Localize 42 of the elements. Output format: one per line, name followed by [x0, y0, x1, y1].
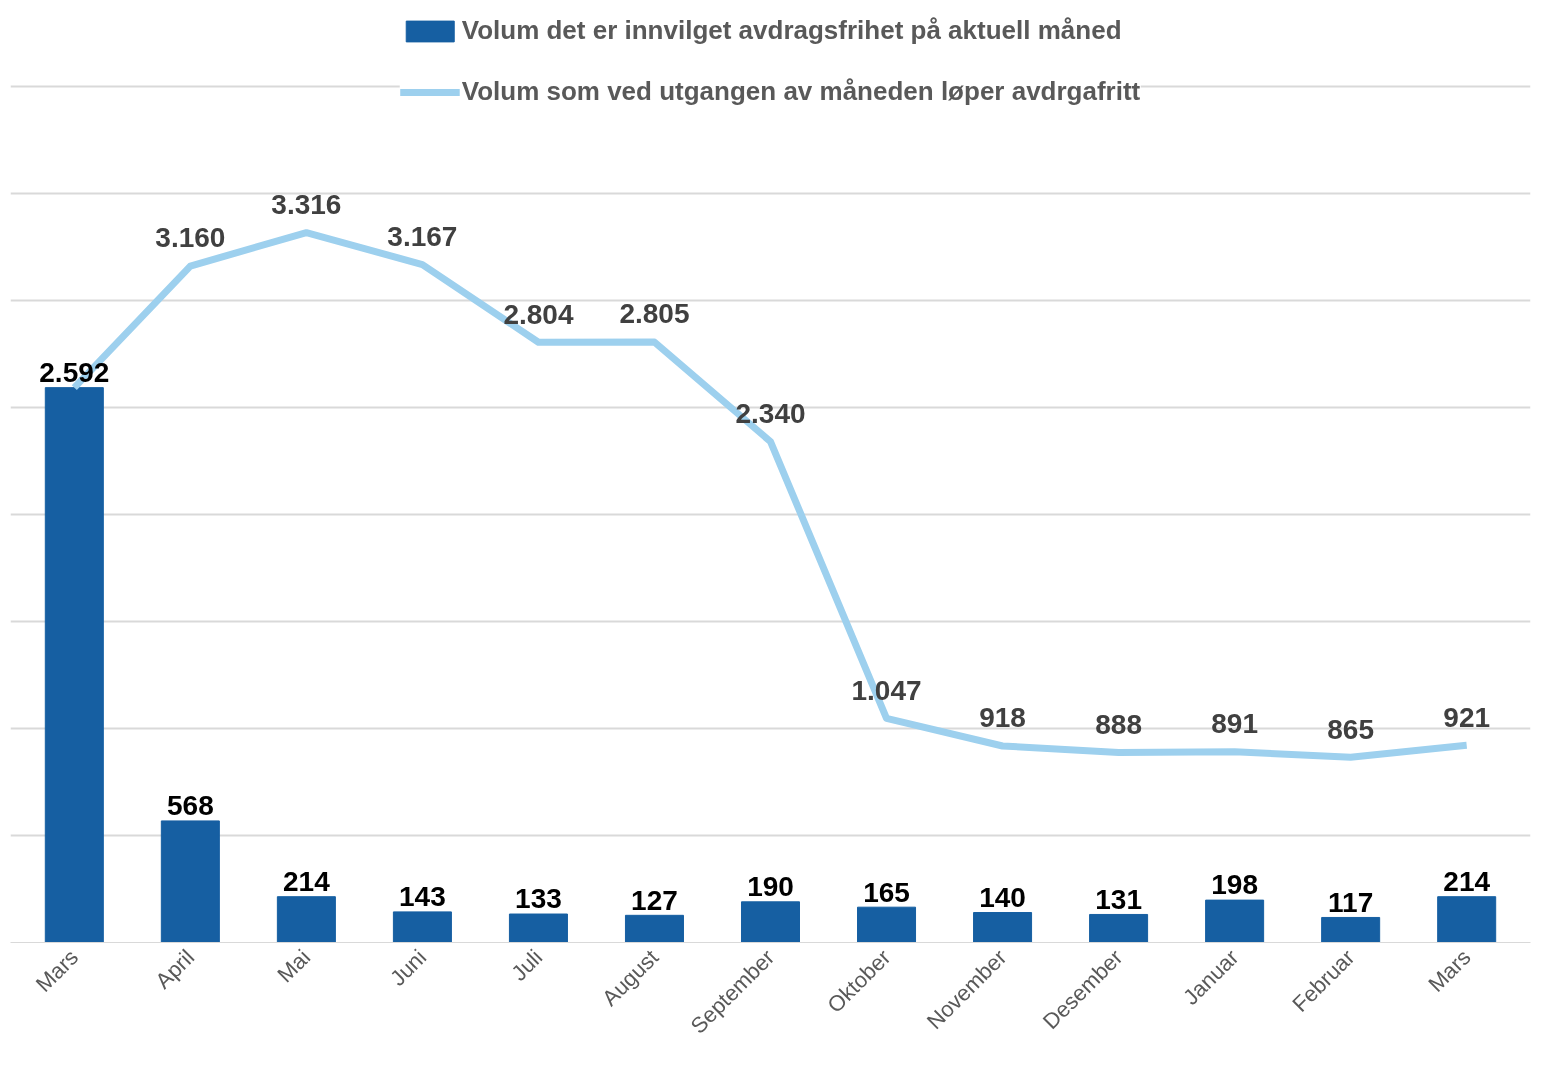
data-label: 888	[1095, 708, 1142, 740]
bar	[160, 820, 220, 943]
data-label: 2.804	[503, 298, 574, 330]
x-tick-label: Mai	[272, 944, 316, 988]
data-label: 198	[1211, 869, 1258, 901]
legend-label: Volum det er innvilget avdragsfrihet på aktuell måned	[461, 15, 1122, 46]
data-label: 2.592	[39, 357, 110, 389]
data-label: 214	[1443, 866, 1491, 898]
data-label: 133	[515, 883, 562, 915]
data-label: 140	[979, 881, 1026, 913]
bar	[44, 387, 104, 943]
data-label: 891	[1211, 708, 1258, 740]
data-label: 918	[979, 702, 1026, 734]
data-label: 568	[166, 790, 214, 822]
data-label: 3.316	[271, 188, 342, 220]
bar	[1089, 913, 1149, 943]
data-label: 1.047	[851, 674, 922, 706]
data-label: 214	[283, 866, 331, 898]
data-label: 865	[1327, 713, 1375, 745]
bar	[1205, 899, 1265, 943]
data-label: 127	[631, 884, 678, 916]
data-label: 131	[1095, 883, 1142, 915]
data-label: 143	[399, 881, 446, 913]
bar	[740, 901, 801, 943]
data-label: 2.340	[735, 397, 806, 429]
bar	[276, 896, 336, 943]
bar	[1321, 916, 1381, 943]
x-tick-label: Juli	[506, 944, 548, 986]
bar	[392, 911, 452, 943]
bar	[624, 914, 684, 943]
data-label: 3.160	[155, 222, 226, 254]
legend-label: Volum som ved utgangen av måneden løper avdrgafritt	[461, 76, 1141, 107]
bar	[973, 912, 1033, 943]
bar	[857, 906, 917, 943]
data-label: 3.167	[387, 220, 458, 252]
data-label: 2.805	[619, 298, 690, 330]
data-label: 921	[1443, 701, 1491, 733]
data-label: 190	[747, 871, 794, 903]
bar	[1437, 896, 1497, 943]
data-label: 165	[863, 876, 910, 908]
bar	[508, 913, 568, 943]
data-label: 117	[1328, 886, 1374, 918]
